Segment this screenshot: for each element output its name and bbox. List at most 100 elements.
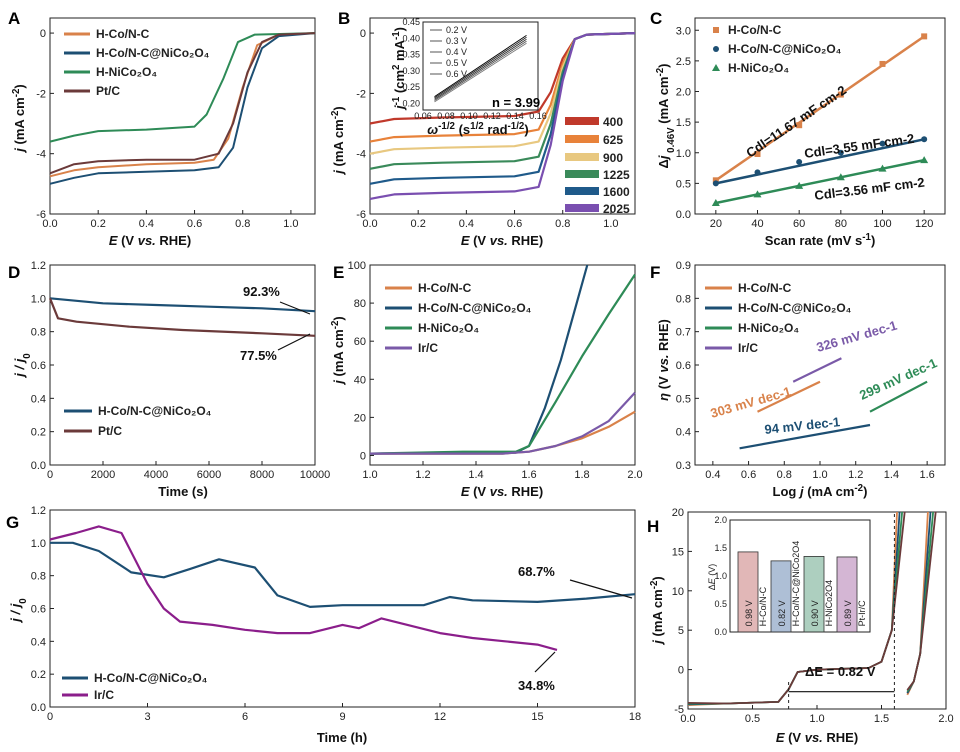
panel-g-xtick-label: 6 [242, 711, 248, 723]
panel-g-ytick-label: 1.0 [31, 538, 46, 550]
panel-c-letter: C [650, 9, 662, 28]
panel-e-series-line [370, 391, 636, 455]
panel-c-point [712, 180, 719, 187]
panel-c-point [921, 33, 928, 40]
panel-f-series-line [869, 380, 928, 413]
panel-b-rpm-label: 1600 [603, 185, 630, 199]
panel-c-xtick-label: 20 [710, 218, 722, 230]
panel-b-inset-xtick-label: 0.06 [414, 111, 432, 121]
panel-c-ytick-label: 0.5 [676, 178, 691, 190]
panel-e-legend-label: H-Co/N-C [418, 281, 472, 295]
panel-c-point [796, 158, 803, 165]
panel-g-series-line [50, 541, 636, 608]
panel-b-inset-ylabel: j-1 (cm2 mA-1) [391, 27, 408, 111]
panel-g-series-line [49, 525, 558, 651]
panel-f-xlabel: Log j (mA cm-2) [773, 483, 868, 500]
panel-f-xtick-label: 0.4 [705, 469, 720, 481]
panel-f-ytick-label: 0.8 [676, 293, 691, 305]
panel-e-xlabel: E (V vs. RHE) [461, 484, 543, 499]
panel-c-annotation: Cdl=3.55 mF cm-2 [803, 131, 915, 161]
panel-b-letter: B [338, 9, 350, 28]
panel-e-ytick-label: 100 [348, 260, 366, 272]
panel-d-xtick-label: 4000 [144, 469, 168, 481]
panel-b-inset-annotation: n = 3.99 [492, 95, 540, 110]
panel-c-point [754, 169, 761, 176]
panel-a-series-line [49, 32, 316, 143]
panel-c-point [836, 173, 845, 181]
panel-e-ytick-label: 20 [354, 412, 366, 424]
panel-a-legend-label: H-NiCo₂O₄ [96, 65, 157, 79]
panel-h-xtick-label: 2.0 [938, 713, 953, 725]
panel-c-xlabel: Scan rate (mV s-1) [765, 232, 876, 249]
panel-b-inset-legend-label: 0.6 V [446, 69, 467, 79]
panel-g-ylabel: j / j0 [8, 598, 29, 624]
panel-e-series-line [369, 264, 589, 455]
panel-g-xtick-label: 0 [47, 711, 53, 723]
panel-c-ytick-label: 2.0 [676, 87, 691, 99]
panel-c-ytick-label: 1.5 [676, 117, 691, 129]
panel-c-point [753, 190, 762, 198]
panel-h-inset-ytick-label: 2.0 [714, 515, 727, 525]
panel-b-rpm-label: 1225 [603, 168, 630, 182]
panel-a-xlabel: E (V vs. RHE) [109, 233, 191, 248]
panel-f-xtick-label: 1.2 [848, 469, 863, 481]
panel-f-legend-label: H-NiCo₂O₄ [738, 321, 799, 335]
panel-d-label: 92.3% [243, 284, 280, 299]
panel-e-ylabel: j (mA cm-2) [330, 316, 347, 385]
panel-e-legend-label: H-Co/N-C@NiCo₂O₄ [418, 301, 532, 315]
panel-f-xtick-label: 1.6 [919, 469, 934, 481]
panel-d-ytick-label: 0.2 [31, 427, 46, 439]
panel-h-inset-ytick-label: 0.0 [714, 627, 727, 637]
panel-h-xtick-label: 0.0 [680, 713, 695, 725]
panel-f-series-line [792, 357, 842, 383]
panel-c-legend-label: H-Co/N-C@NiCo₂O₄ [728, 42, 842, 56]
panel-c-legend-swatch [713, 46, 719, 52]
panel-b-inset-legend-label: 0.4 V [446, 47, 467, 57]
panel-g-xlabel: Time (h) [317, 730, 367, 745]
panel-a-xtick-label: 0.8 [235, 218, 250, 230]
panel-f-xtick-label: 0.6 [741, 469, 756, 481]
panel-h-inset-value-label: 0.90 V [810, 600, 820, 626]
panel-c-legend-swatch [713, 27, 719, 33]
panel-h-xtick-label: 1.0 [809, 713, 824, 725]
panel-a-xtick-label: 0.4 [139, 218, 154, 230]
panel-b-rpm-swatch [565, 117, 599, 125]
panel-f-xtick-label: 0.8 [777, 469, 792, 481]
panel-c-point [837, 91, 844, 98]
panel-b-ytick-label: -2 [356, 88, 366, 100]
panel-h-series-line [687, 511, 906, 705]
panel-a-xtick-label: 0.0 [42, 218, 57, 230]
panel-h-ytick-label: 0 [678, 665, 684, 677]
panel-c-point [796, 122, 803, 129]
panel-f-legend-label: Ir/C [738, 341, 758, 355]
panel-b-inset-legend-label: 0.3 V [446, 36, 467, 46]
panel-d-xtick-label: 2000 [91, 469, 115, 481]
panel-b-rpm-swatch [565, 135, 599, 143]
panel-g-ytick-label: 0.4 [31, 636, 46, 648]
panel-b-inset-ytick-label: 0.20 [402, 98, 420, 108]
panel-b-inset-line [434, 36, 527, 99]
panel-e-ytick-label: 0 [360, 450, 366, 462]
panel-a-ytick-label: 0 [40, 28, 46, 40]
panel-f-ytick-label: 0.7 [676, 327, 691, 339]
panel-b-inset-ytick-label: 0.25 [402, 82, 420, 92]
panel-b-xtick-label: 0.8 [555, 218, 570, 230]
panel-b-inset-legend-label: 0.2 V [446, 25, 467, 35]
panel-c-ylabel: Δj 0.46V (mA cm-2) [655, 64, 677, 169]
panel-e-xtick-label: 2.0 [627, 469, 642, 481]
panel-d-arrow [279, 301, 311, 315]
panel-g-ytick-label: 0.0 [31, 702, 46, 714]
panel-a-ytick-label: -4 [36, 149, 46, 161]
panel-h-ytick-label: -5 [674, 704, 684, 716]
panel-b-inset-line [434, 40, 527, 101]
panel-b-xlabel: E (V vs. RHE) [461, 233, 543, 248]
panel-b-series-line [369, 32, 636, 200]
panel-a-ytick-label: -2 [36, 88, 46, 100]
panel-b-ytick-label: -6 [356, 209, 366, 221]
panel-h-xlabel: E (V vs. RHE) [776, 730, 858, 745]
panel-f-letter: F [650, 263, 660, 282]
panel-d-ytick-label: 0.8 [31, 327, 46, 339]
panel-c-point [920, 156, 929, 164]
panel-d-ytick-label: 0.0 [31, 460, 46, 472]
